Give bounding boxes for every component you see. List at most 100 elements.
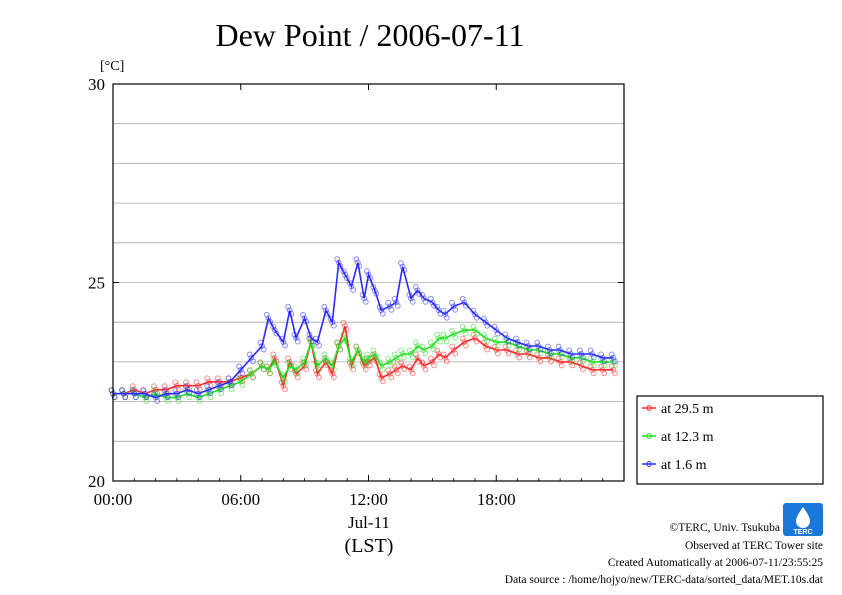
data-point	[270, 323, 277, 330]
data-point	[294, 374, 301, 381]
data-point	[278, 371, 285, 378]
data-point	[285, 303, 292, 310]
gridlines	[113, 123, 624, 442]
data-point	[494, 342, 501, 349]
data-point	[282, 342, 288, 349]
data-point	[334, 256, 340, 263]
chart-title: Dew Point / 2006-07-11	[215, 17, 524, 53]
data-point	[434, 331, 441, 338]
data-point	[461, 299, 468, 306]
credit-data-source: Data source : /home/hojyo/new/TERC-data/…	[505, 574, 824, 586]
data-point	[207, 390, 214, 397]
data-point	[321, 351, 328, 358]
data-point	[429, 299, 436, 306]
data-point	[420, 347, 427, 353]
data-point	[343, 275, 350, 281]
data-point	[399, 362, 406, 369]
series-line	[113, 325, 614, 395]
data-point	[214, 375, 221, 382]
legend-swatch-marker	[646, 405, 652, 411]
data-point	[108, 387, 115, 394]
data-point	[612, 358, 618, 365]
data-point	[282, 386, 288, 393]
data-point	[385, 367, 392, 374]
data-point	[271, 327, 278, 334]
data-point	[412, 284, 419, 290]
data-point	[316, 342, 322, 349]
data-point	[394, 370, 401, 377]
data-point	[569, 354, 576, 361]
data-point	[218, 390, 224, 397]
data-point	[214, 379, 221, 386]
data-point	[271, 359, 278, 365]
data-point	[164, 394, 171, 401]
data-point	[257, 359, 264, 366]
credits-block: ©TERC, Univ. Tsukuba Observed at TERC To…	[505, 522, 824, 586]
data-point	[172, 387, 179, 394]
data-point	[250, 358, 256, 365]
data-point	[569, 358, 576, 365]
data-point	[576, 347, 583, 354]
data-point	[555, 343, 562, 350]
terc-logo-icon: TERC	[783, 503, 823, 536]
data-point	[452, 306, 459, 313]
data-point	[193, 379, 200, 386]
data-point	[196, 398, 203, 405]
data-point	[442, 355, 449, 361]
data-point	[494, 350, 501, 357]
data-point	[227, 378, 234, 385]
data-point	[459, 323, 466, 330]
data-point	[154, 398, 161, 405]
data-point	[342, 271, 348, 278]
data-point	[350, 287, 356, 293]
legend-swatch-marker	[646, 433, 652, 439]
data-point	[321, 303, 328, 310]
data-point	[385, 355, 392, 362]
data-point	[370, 347, 377, 354]
series-line	[113, 259, 614, 399]
data-point	[239, 382, 246, 389]
data-point	[493, 327, 500, 334]
data-point	[248, 370, 255, 377]
series-2	[108, 256, 618, 405]
data-point	[350, 366, 356, 373]
data-point	[459, 295, 466, 302]
data-point	[391, 351, 398, 358]
data-point	[151, 383, 157, 390]
data-point	[590, 362, 597, 369]
data-point	[442, 311, 449, 318]
data-point	[175, 398, 182, 405]
data-point	[361, 359, 368, 365]
data-point	[340, 319, 347, 326]
data-point	[164, 398, 171, 405]
data-point	[431, 346, 437, 353]
data-point	[449, 327, 455, 334]
y-axis-unit-label: [°C]	[100, 59, 124, 74]
data-point	[580, 354, 586, 361]
data-point	[207, 394, 214, 401]
series-layer	[108, 256, 618, 405]
data-point	[450, 347, 457, 353]
data-point	[537, 358, 544, 365]
data-point	[443, 338, 450, 345]
data-point	[353, 256, 360, 263]
data-point	[294, 370, 301, 377]
legend-swatch-marker	[646, 461, 652, 467]
data-point	[294, 338, 301, 345]
data-point	[316, 374, 322, 381]
data-point	[371, 351, 378, 357]
data-point	[398, 359, 404, 366]
data-point	[331, 374, 337, 381]
legend-label: at 12.3 m	[661, 430, 714, 445]
data-point	[354, 347, 361, 353]
data-point	[340, 268, 347, 274]
data-point	[323, 355, 329, 361]
data-point	[443, 358, 450, 365]
data-point	[236, 375, 243, 382]
data-point	[420, 362, 427, 369]
data-point	[612, 362, 618, 369]
data-point	[391, 363, 398, 370]
data-point	[365, 355, 372, 361]
data-point	[429, 359, 436, 365]
data-point	[239, 370, 246, 377]
